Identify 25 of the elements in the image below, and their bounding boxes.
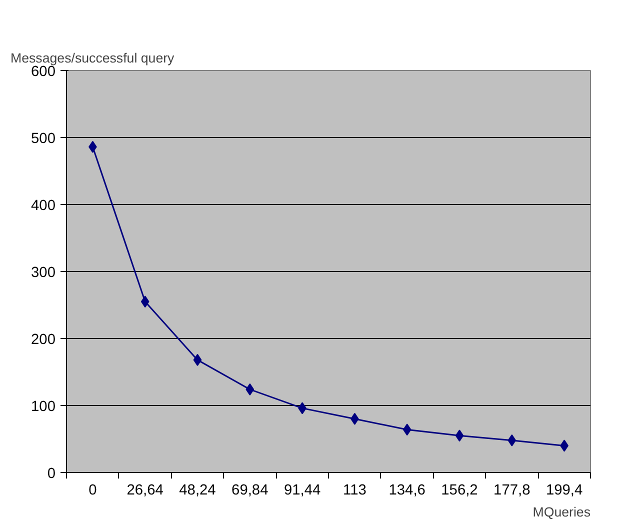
x-tick-label: 177,8 [494, 482, 530, 498]
x-tick-label: 156,2 [441, 482, 478, 498]
y-axis-title: Messages/successful query [10, 50, 175, 66]
point [193, 354, 202, 366]
x-tick-label: 91,44 [284, 482, 321, 498]
x-tick-label: 0 [88, 482, 97, 498]
x-tick-label: 48,24 [179, 482, 216, 498]
y-tick-label: 300 [31, 265, 56, 281]
point [140, 296, 150, 308]
point [455, 430, 464, 442]
x-axis-title: MQueries [532, 504, 591, 520]
y-tick-label: 600 [31, 64, 56, 80]
x-tick-label: 199,4 [546, 482, 583, 498]
point [246, 383, 254, 396]
point [508, 434, 516, 446]
y-tick-label: 500 [31, 131, 56, 147]
y-tick-label: 100 [31, 399, 56, 415]
x-tick-label: 26,64 [126, 482, 164, 498]
x-tick-label: 113 [343, 482, 366, 498]
x-tick-label: 134,6 [388, 482, 426, 498]
y-tick-label: 0 [47, 466, 56, 482]
point [402, 424, 412, 436]
y-tick-label: 200 [31, 332, 56, 348]
y-tick-label: 400 [31, 198, 56, 214]
x-tick-label: 69,84 [232, 482, 268, 498]
